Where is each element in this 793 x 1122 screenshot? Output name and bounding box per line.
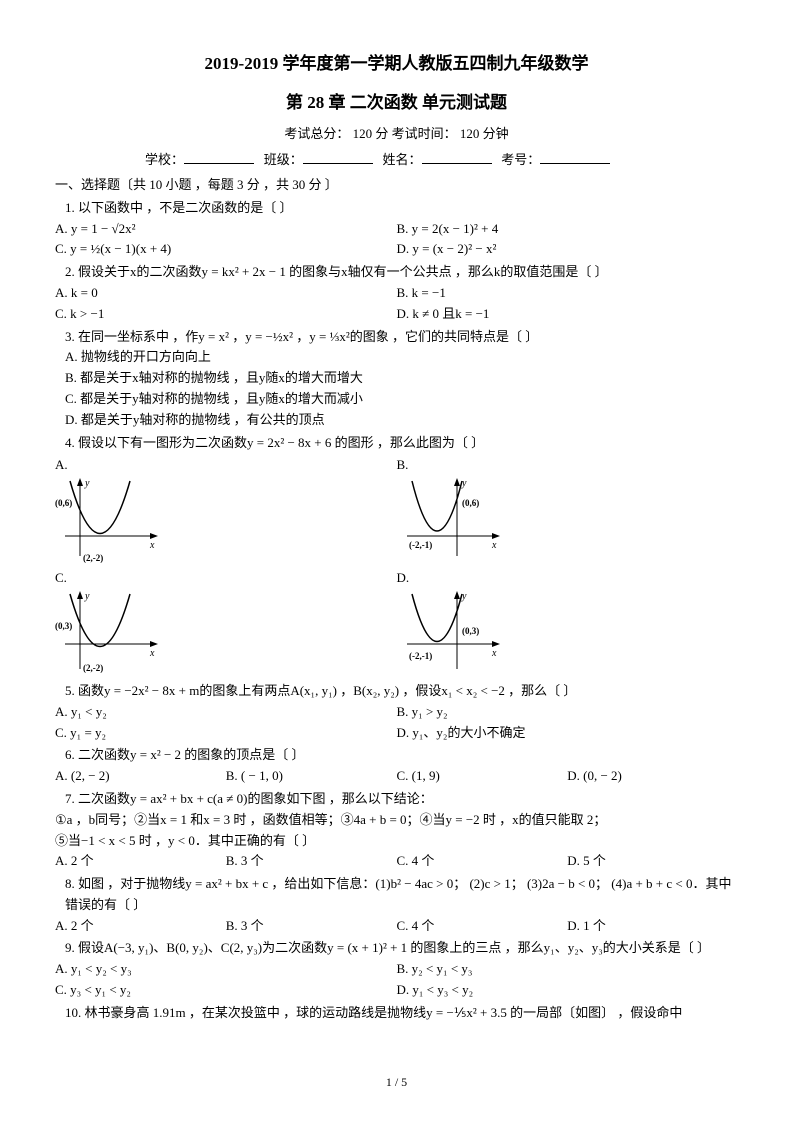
q7-option-a: A. 2 个: [55, 851, 226, 872]
main-title: 2019-2019 学年度第一学期人教版五四制九年级数学: [55, 50, 738, 77]
q7-option-d: D. 5 个: [567, 851, 738, 872]
q9-option-c: C. y₃ < y₁ < y₂: [55, 980, 397, 1001]
q8-option-b: B. 3 个: [226, 916, 397, 937]
svg-text:x: x: [491, 540, 497, 551]
svg-text:x: x: [491, 648, 497, 659]
q5-option-d: D. y₁、y₂的大小不确定: [397, 723, 739, 744]
school-blank[interactable]: [184, 149, 254, 164]
svg-text:(2,-2): (2,-2): [83, 553, 103, 563]
question-10: 10. 林书豪身高 1.91m ，在某次投篮中 ，球的运动路线是抛物线y = −…: [65, 1003, 738, 1024]
question-8: 8. 如图 ，对于抛物线y = ax² + bx + c ，给出如下信息：(1)…: [65, 874, 738, 916]
question-1: 1. 以下函数中 ，不是二次函数的是〔 〕: [65, 198, 738, 219]
q7-line2: ①a ，b同号；②当x = 1 和x = 3 时 ，函数值相等；③4a + b …: [55, 810, 738, 831]
q9-option-a: A. y₁ < y₂ < y₃: [55, 959, 397, 980]
q4-label-b: B.: [397, 455, 739, 476]
page-footer: 1 / 5: [0, 1073, 793, 1092]
name-blank[interactable]: [422, 149, 492, 164]
q1-option-a: A. y = 1 − √2x²: [55, 219, 397, 240]
q4-graphs-row2: C. y x (0,3) (2,-2) D. y x (0,3) (-2,-1): [55, 568, 738, 679]
chapter-title: 第 28 章 二次函数 单元测试题: [55, 89, 738, 116]
q3-option-c: C. 都是关于y轴对称的抛物线 ，且y随x的增大而减小: [65, 389, 738, 410]
q1-option-d: D. y = (x − 2)² − x²: [397, 239, 739, 260]
q6-option-c: C. (1, 9): [397, 766, 568, 787]
svg-text:y: y: [84, 478, 90, 489]
student-info-line: 学校： 班级： 姓名： 考号：: [55, 149, 738, 171]
svg-text:(-2,-1): (-2,-1): [409, 540, 432, 550]
q7-option-c: C. 4 个: [397, 851, 568, 872]
q3-option-d: D. 都是关于y轴对称的抛物线 ，有公共的顶点: [65, 410, 738, 431]
q4-graph-c: y x (0,3) (2,-2): [55, 589, 165, 679]
question-4: 4. 假设以下有一图形为二次函数y = 2x² − 8x + 6 的图形 ，那么…: [65, 433, 738, 454]
q7-option-b: B. 3 个: [226, 851, 397, 872]
q9-option-b: B. y₂ < y₁ < y₃: [397, 959, 739, 980]
q2-option-c: C. k > −1: [55, 304, 397, 325]
svg-text:(0,6): (0,6): [462, 498, 479, 508]
question-2: 2. 假设关于x的二次函数y = kx² + 2x − 1 的图象与x轴仅有一个…: [65, 262, 738, 283]
q4-label-a: A.: [55, 455, 397, 476]
q3-option-b: B. 都是关于x轴对称的抛物线 ，且y随x的增大而增大: [65, 368, 738, 389]
q2-option-b: B. k = −1: [397, 283, 739, 304]
q4-label-c: C.: [55, 568, 397, 589]
q8-option-a: A. 2 个: [55, 916, 226, 937]
id-blank[interactable]: [540, 149, 610, 164]
section-1-header: 一、选择题〔共 10 小题 ，每题 3 分 ，共 30 分 〕: [55, 175, 738, 196]
question-5: 5. 函数y = −2x² − 8x + m的图象上有两点A(x₁, y₁) ，…: [65, 681, 738, 702]
question-3: 3. 在同一坐标系中 ，作y = x² ，y = −½x² ，y = ⅓x²的图…: [65, 327, 738, 348]
q4-graph-d: y x (0,3) (-2,-1): [397, 589, 507, 679]
svg-text:(0,6): (0,6): [55, 498, 72, 508]
svg-text:(-2,-1): (-2,-1): [409, 651, 432, 661]
q1-option-b: B. y = 2(x − 1)² + 4: [397, 219, 739, 240]
class-label: 班级：: [264, 152, 303, 167]
svg-text:(0,3): (0,3): [462, 626, 479, 636]
class-blank[interactable]: [303, 149, 373, 164]
q4-graph-b: y x (0,6) (-2,-1): [397, 476, 507, 566]
svg-text:(0,3): (0,3): [55, 621, 72, 631]
q2-option-d: D. k ≠ 0 且k = −1: [397, 304, 739, 325]
school-label: 学校：: [145, 152, 184, 167]
svg-text:(2,-2): (2,-2): [83, 663, 103, 673]
id-label: 考号：: [501, 152, 540, 167]
q4-label-d: D.: [397, 568, 739, 589]
q6-option-d: D. (0, − 2): [567, 766, 738, 787]
q5-option-c: C. y₁ = y₂: [55, 723, 397, 744]
name-label: 姓名：: [383, 152, 422, 167]
q7-line3: ⑤当−1 < x < 5 时 ，y < 0．其中正确的有〔 〕: [55, 831, 738, 852]
q9-option-d: D. y₁ < y₃ < y₂: [397, 980, 739, 1001]
q8-option-c: C. 4 个: [397, 916, 568, 937]
q4-graph-a: y x (0,6) (2,-2): [55, 476, 165, 566]
svg-text:x: x: [149, 648, 155, 659]
q8-option-d: D. 1 个: [567, 916, 738, 937]
q3-option-a: A. 抛物线的开口方向向上: [65, 347, 738, 368]
q6-option-a: A. (2, − 2): [55, 766, 226, 787]
svg-text:y: y: [84, 591, 90, 602]
svg-text:x: x: [149, 540, 155, 551]
q5-option-a: A. y₁ < y₂: [55, 702, 397, 723]
question-9: 9. 假设A(−3, y₁)、B(0, y₂)、C(2, y₃)为二次函数y =…: [65, 938, 738, 959]
q2-option-a: A. k = 0: [55, 283, 397, 304]
q5-option-b: B. y₁ > y₂: [397, 702, 739, 723]
q6-option-b: B. ( − 1, 0): [226, 766, 397, 787]
q4-graphs-row1: A. y x (0,6) (2,-2) B. y x (0,6) (-2,-1): [55, 455, 738, 566]
q1-option-c: C. y = ½(x − 1)(x + 4): [55, 239, 397, 260]
question-7: 7. 二次函数y = ax² + bx + c(a ≠ 0)的图象如下图 ，那么…: [65, 789, 738, 810]
question-6: 6. 二次函数y = x² − 2 的图象的顶点是〔 〕: [65, 745, 738, 766]
exam-info: 考试总分： 120 分 考试时间： 120 分钟: [55, 124, 738, 145]
